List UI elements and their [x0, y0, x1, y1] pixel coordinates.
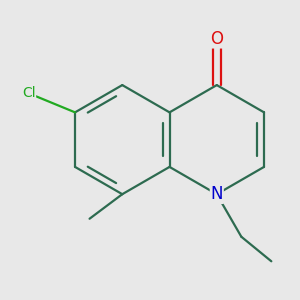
Text: N: N	[211, 185, 223, 203]
Text: O: O	[210, 30, 223, 48]
Text: Cl: Cl	[22, 86, 35, 100]
